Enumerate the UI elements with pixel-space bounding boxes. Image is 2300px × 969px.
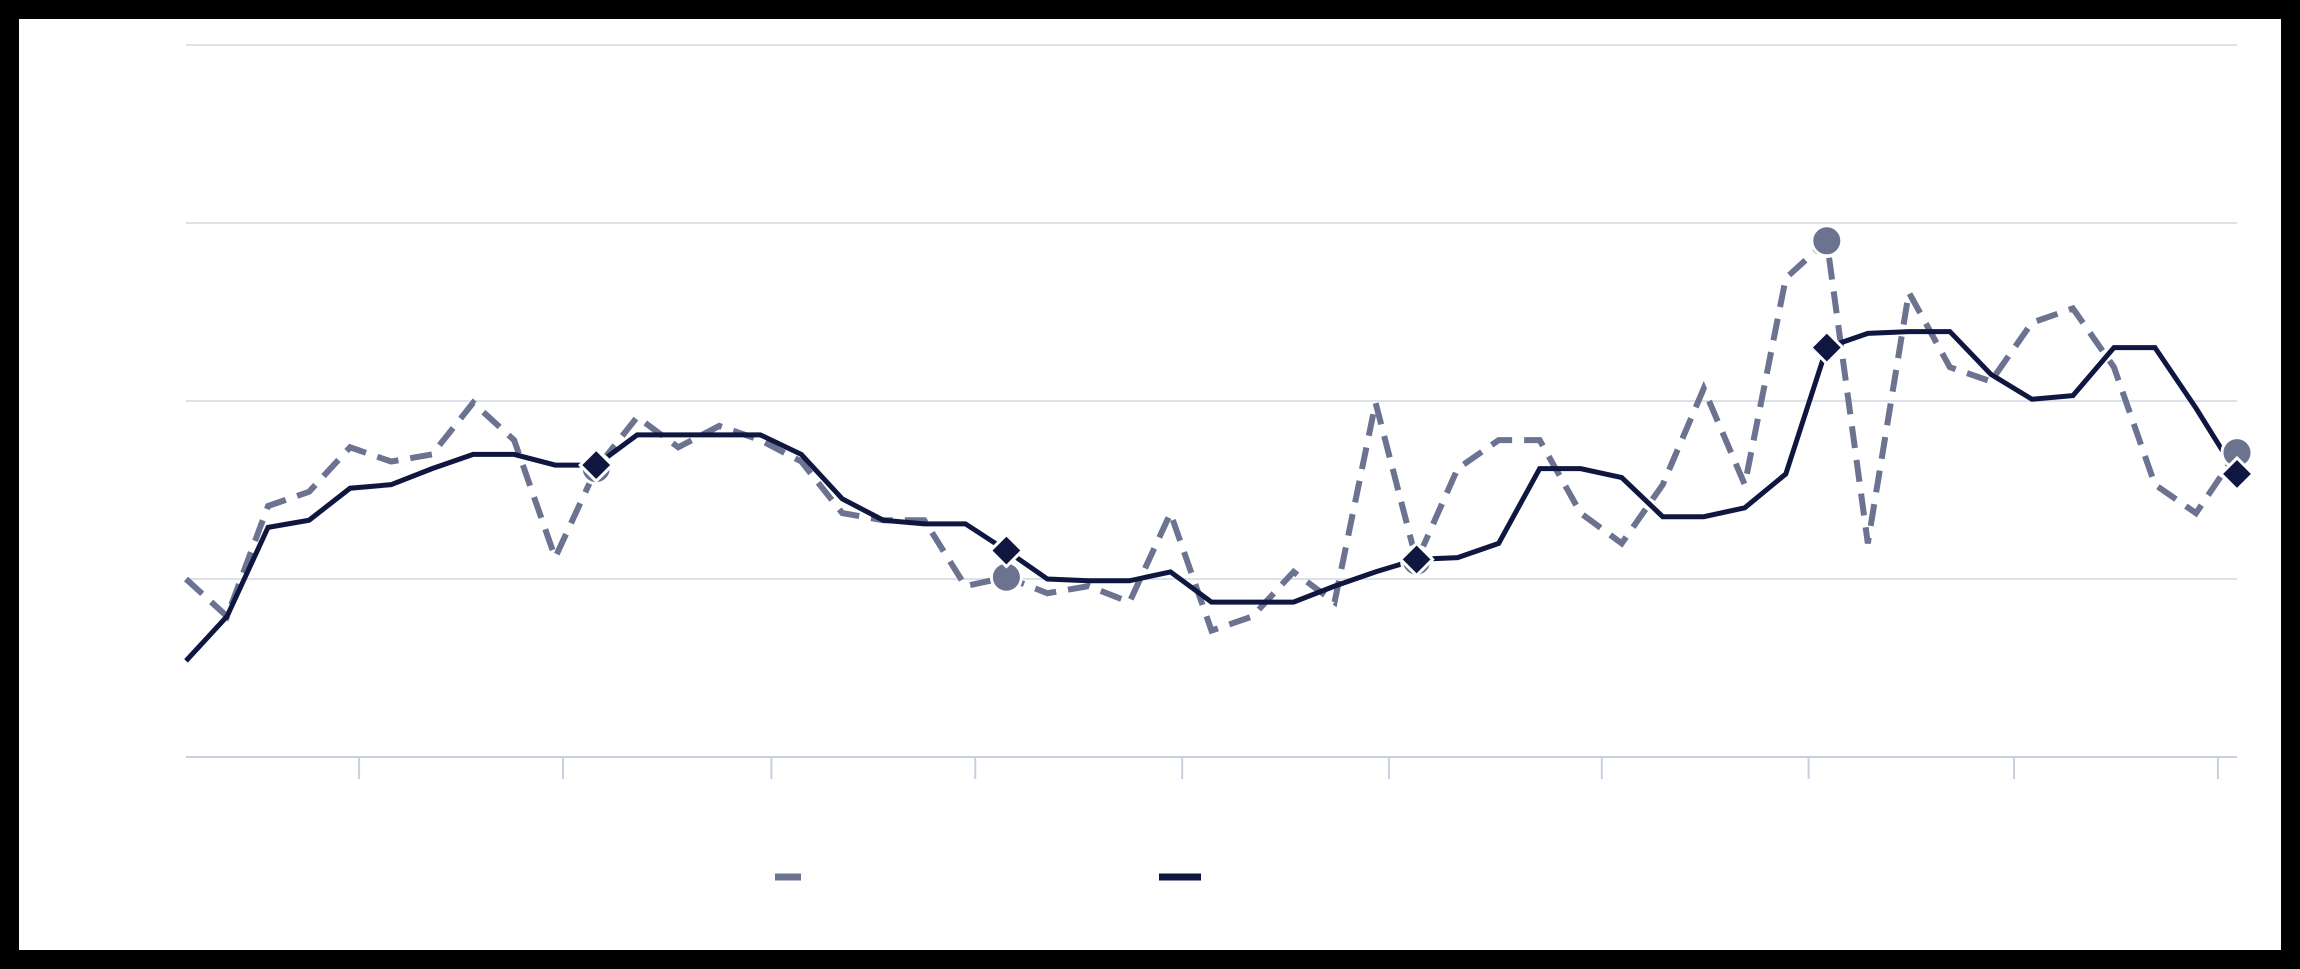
series-line bbox=[183, 234, 2240, 635]
marker bbox=[1808, 329, 1845, 366]
chart-frame bbox=[19, 19, 2281, 950]
marker bbox=[578, 446, 615, 484]
marker bbox=[1810, 224, 1844, 258]
marker bbox=[1398, 541, 1435, 578]
series-line bbox=[184, 329, 2240, 663]
marker bbox=[988, 532, 1025, 569]
chart bbox=[183, 44, 2256, 881]
marker bbox=[2218, 455, 2256, 493]
